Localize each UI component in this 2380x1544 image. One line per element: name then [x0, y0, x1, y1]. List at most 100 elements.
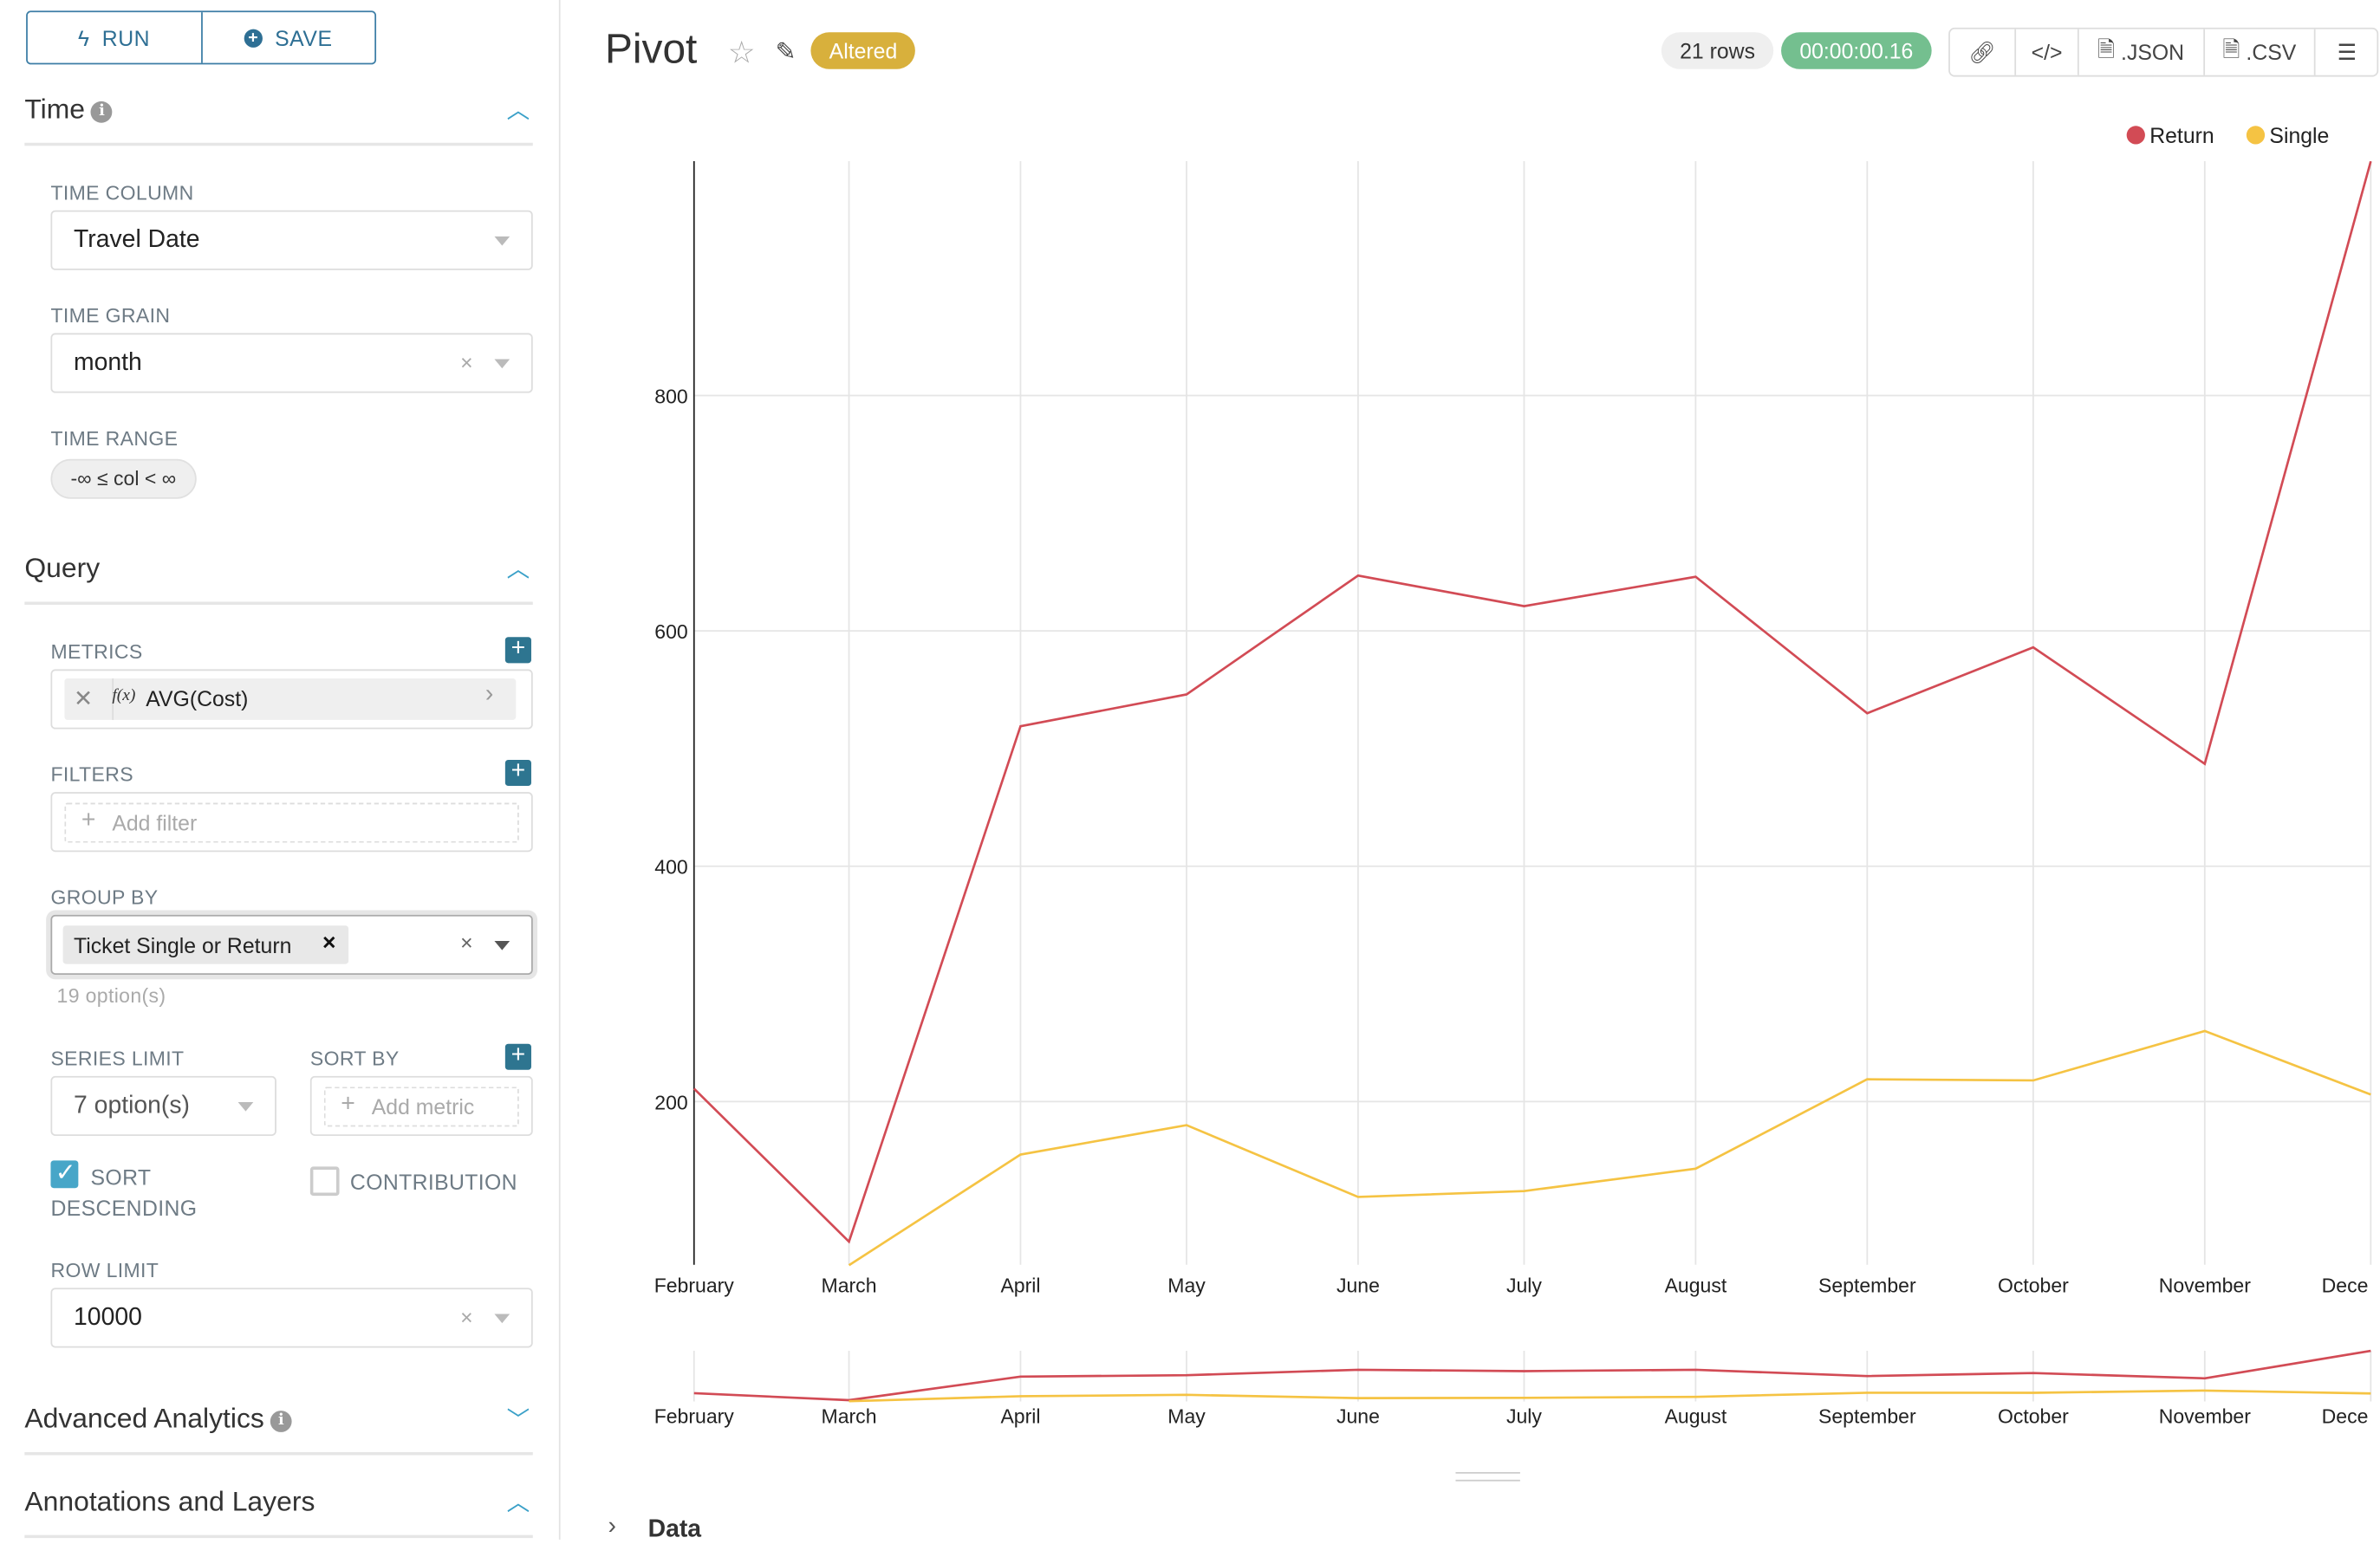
- brush-x-tick-label: July: [1506, 1405, 1542, 1427]
- run-save-group: ϟ RUN + SAVE: [26, 10, 377, 65]
- data-panel-toggle[interactable]: Data: [647, 1516, 702, 1543]
- brush-x-tick-label: March: [822, 1405, 877, 1427]
- brush-x-tick-label: August: [1665, 1405, 1727, 1427]
- brush-x-tick-label: February: [654, 1405, 735, 1427]
- chevron-up-icon[interactable]: ︿: [506, 557, 530, 584]
- query-section-header[interactable]: Query ︿: [24, 547, 533, 606]
- brush-x-tick-label: September: [1818, 1405, 1916, 1427]
- chevron-right-icon[interactable]: ›: [484, 681, 494, 708]
- link-icon: 🔗︎: [1968, 39, 1996, 64]
- info-icon[interactable]: i: [270, 1411, 292, 1432]
- resize-handle[interactable]: [1455, 1471, 1520, 1482]
- add-sort-button[interactable]: +: [504, 1043, 531, 1070]
- legend-marker: [2246, 126, 2266, 145]
- query-section-title: Query: [24, 552, 101, 584]
- clear-icon[interactable]: ×: [460, 930, 473, 955]
- status-badge: Altered: [810, 32, 916, 69]
- brush-x-tick-label: November: [2159, 1405, 2252, 1427]
- y-tick-label: 400: [654, 856, 687, 879]
- edit-icon[interactable]: ✎: [775, 40, 797, 67]
- caret-down-icon: [494, 359, 510, 369]
- brush-x-tick-label: June: [1336, 1405, 1380, 1427]
- code-icon: </>: [2031, 40, 2063, 65]
- clear-icon[interactable]: ×: [460, 349, 473, 375]
- metric-tag[interactable]: ✕ f(x) AVG(Cost) ›: [64, 678, 517, 720]
- row-limit-select[interactable]: 10000 ×: [50, 1288, 533, 1348]
- metrics-field: ✕ f(x) AVG(Cost) ›: [50, 669, 533, 730]
- run-button[interactable]: ϟ RUN: [77, 25, 151, 50]
- advanced-analytics-header[interactable]: Advanced Analytics i ﹀: [24, 1397, 533, 1456]
- time-range-pill[interactable]: -∞ ≤ col < ∞: [50, 458, 197, 499]
- star-icon[interactable]: ☆: [727, 36, 756, 71]
- sort-by-label: SORT BY: [309, 1047, 400, 1070]
- file-code-icon: 🗎: [2097, 36, 2115, 62]
- x-tick-label: February: [654, 1275, 735, 1297]
- time-column-label: TIME COLUMN: [50, 181, 194, 204]
- brush-x-tick-label: October: [1998, 1405, 2069, 1427]
- embed-button[interactable]: </>: [2014, 29, 2078, 75]
- time-column-select[interactable]: Travel Date: [50, 210, 533, 270]
- x-tick-label: November: [2159, 1275, 2252, 1297]
- link-button[interactable]: 🔗︎: [1950, 29, 2014, 75]
- page-title: Pivot: [605, 26, 698, 73]
- brush-line-return: [693, 1349, 2371, 1402]
- export-json-button[interactable]: 🗎 .JSON: [2077, 29, 2202, 75]
- legend-label: Single: [2269, 125, 2329, 148]
- x-tick-label: October: [1998, 1275, 2069, 1297]
- annotations-layers-header[interactable]: Annotations and Layers ︿: [24, 1480, 533, 1539]
- y-tick-label: 200: [654, 1091, 687, 1113]
- x-tick-label: August: [1665, 1275, 1727, 1297]
- plus-icon: +: [81, 807, 96, 834]
- caret-down-icon: [237, 1102, 254, 1112]
- chevron-up-icon[interactable]: ︿: [506, 1490, 530, 1517]
- chevron-up-icon[interactable]: ︿: [506, 98, 530, 125]
- clear-icon[interactable]: ×: [460, 1304, 473, 1330]
- filters-label: FILTERS: [50, 762, 133, 787]
- remove-tag-icon[interactable]: ×: [322, 930, 336, 957]
- x-tick-label: September: [1818, 1275, 1916, 1297]
- query-timer-badge: 00:00:00.16: [1781, 32, 1932, 69]
- x-tick-label: Dece: [2322, 1275, 2369, 1297]
- group-by-hint: 19 option(s): [56, 983, 166, 1008]
- contribution-checkbox[interactable]: [309, 1166, 340, 1197]
- group-by-select[interactable]: Ticket Single or Return × ×: [50, 914, 533, 975]
- time-section-title: Time: [24, 94, 86, 125]
- add-sort-metric-button[interactable]: + Add metric: [323, 1087, 519, 1127]
- row-count-badge: 21 rows: [1661, 32, 1774, 69]
- x-tick-label: April: [1000, 1275, 1040, 1297]
- legend-marker: [2126, 126, 2145, 145]
- add-filter-button[interactable]: + Add filter: [64, 802, 519, 843]
- caret-down-icon: [494, 236, 510, 246]
- add-filter-button[interactable]: +: [504, 759, 531, 787]
- add-metric-button[interactable]: +: [504, 636, 531, 664]
- series-line-single: [848, 1029, 2371, 1267]
- brush-x-tick-label: April: [1000, 1405, 1040, 1427]
- check-icon: ✓: [55, 1160, 76, 1187]
- time-range-label: TIME RANGE: [50, 426, 179, 451]
- menu-button[interactable]: ☰: [2314, 29, 2378, 75]
- time-section-header[interactable]: Time i ︿: [24, 88, 533, 146]
- time-grain-select[interactable]: month ×: [50, 333, 533, 393]
- remove-icon[interactable]: ✕: [74, 685, 94, 713]
- brush-x-tick-label: May: [1167, 1405, 1206, 1427]
- y-tick-label: 800: [654, 385, 687, 407]
- brush-x-tick-label: Dece: [2322, 1405, 2369, 1427]
- info-icon[interactable]: i: [91, 101, 113, 123]
- group-by-tag: Ticket Single or Return ×: [62, 925, 349, 964]
- filters-field: + Add filter: [50, 792, 533, 853]
- series-limit-select[interactable]: 7 option(s): [50, 1075, 276, 1136]
- export-csv-button[interactable]: 🗎 .CSV: [2202, 29, 2314, 75]
- group-by-label: GROUP BY: [50, 886, 159, 909]
- sort-descending-checkbox[interactable]: ✓: [50, 1160, 79, 1189]
- brush-line-single: [849, 1389, 2371, 1403]
- chevron-right-icon[interactable]: ›: [608, 1513, 616, 1540]
- hamburger-icon: ☰: [2337, 39, 2357, 64]
- metric-label: AVG(Cost): [146, 685, 249, 711]
- legend-label: Return: [2149, 125, 2214, 148]
- chevron-down-icon[interactable]: ﹀: [506, 1407, 530, 1434]
- bolt-icon: ϟ: [77, 25, 90, 50]
- caret-down-icon: [494, 940, 510, 950]
- save-button[interactable]: + SAVE: [200, 12, 374, 63]
- caret-down-icon: [494, 1314, 510, 1324]
- file-icon: 🗎: [2222, 36, 2240, 62]
